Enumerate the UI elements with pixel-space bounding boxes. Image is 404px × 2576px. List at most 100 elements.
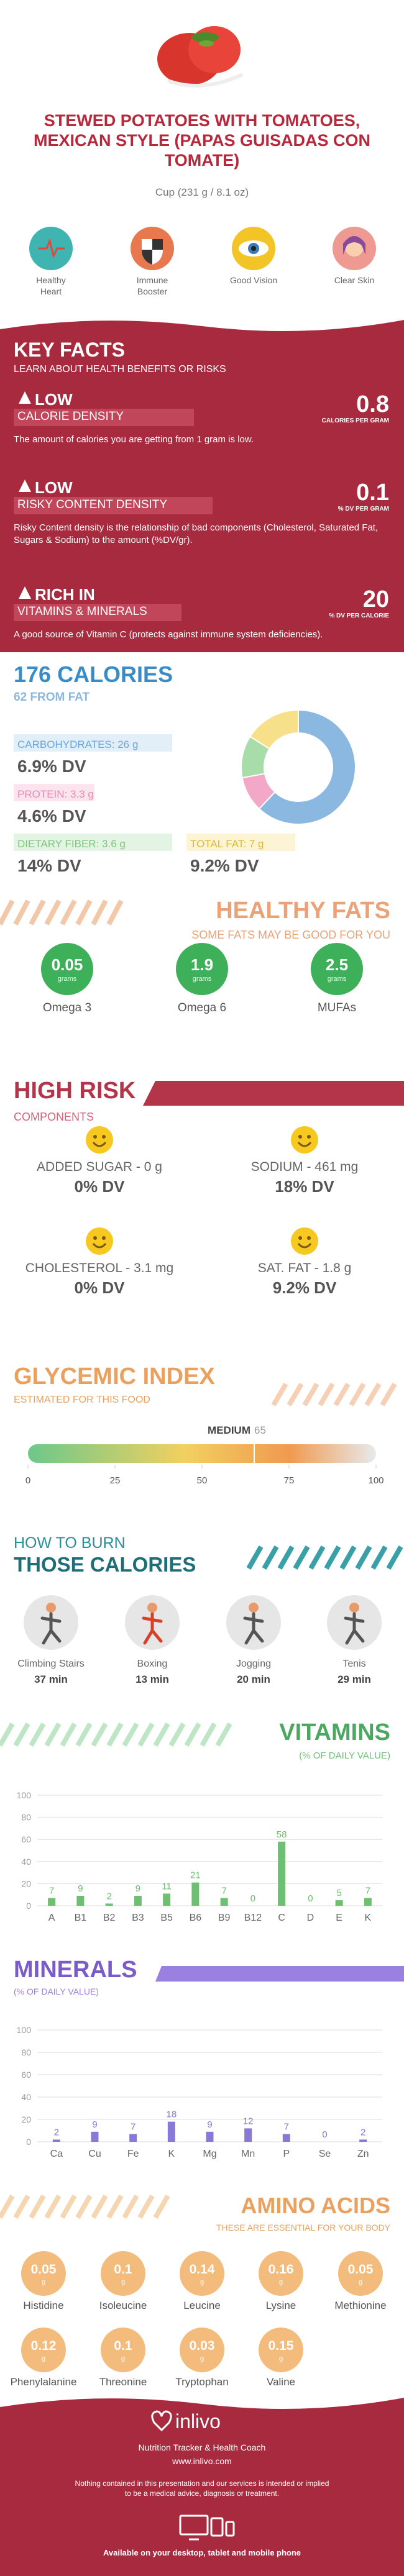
nutrient-dv: 9.2% DV (190, 856, 259, 875)
x-tick-label: B3 (132, 1913, 144, 1923)
url: www.inlivo.com (172, 2456, 232, 2466)
bar (76, 1895, 85, 1906)
activity-time: 20 min (237, 1673, 270, 1685)
fat-value: 2.5 (325, 955, 349, 974)
minerals-subtitle: (% OF DAILY VALUE) (14, 1987, 99, 1996)
smiley-eye (102, 1236, 106, 1240)
nutrient-dv: 6.9% DV (17, 757, 86, 776)
fact-value: 0.1 (356, 480, 389, 506)
level-icon (19, 586, 31, 599)
nutrient-name: PROTEIN: 3.3 g (17, 788, 94, 800)
activity-figure (40, 1612, 62, 1645)
x-tick-label: B9 (218, 1913, 231, 1923)
x-tick-label: Zn (357, 2149, 369, 2159)
bar (244, 2128, 252, 2142)
benefit-label: Clear Skin (334, 275, 375, 285)
vitamins-subtitle: (% OF DAILY VALUE) (299, 1750, 390, 1761)
x-tick-label: C (278, 1913, 285, 1923)
glycemic-value: 65 (254, 1424, 266, 1436)
amino-name: Histidine (23, 2300, 64, 2311)
decorative-stripes (0, 899, 124, 926)
glycemic-tick-label: 50 (197, 1475, 208, 1486)
amino-name: Threonine (99, 2376, 147, 2388)
amino-name: Phenylalanine (10, 2376, 77, 2388)
fact-unit: CALORIES PER GRAM (321, 417, 389, 424)
amino-value: 0.1 (114, 2339, 132, 2353)
smiley (86, 1227, 113, 1255)
x-tick-label: P (283, 2149, 290, 2159)
fact-text: A good source of Vitamin C (protects aga… (14, 629, 323, 640)
risk-dv: 0% DV (74, 1278, 125, 1297)
bar (91, 2131, 99, 2142)
bar (282, 2134, 290, 2142)
y-tick-label: 60 (21, 1834, 31, 1844)
amino-circle (101, 2328, 145, 2372)
amino-name: Tryptophan (175, 2376, 229, 2388)
amino-unit: g (358, 2278, 363, 2286)
amino-value: 0.1 (114, 2262, 132, 2277)
activity-figure-head (249, 1603, 259, 1613)
fact-value: 0.8 (356, 391, 389, 417)
footer-background (0, 2398, 404, 2576)
decorative-stripes (271, 1382, 397, 1407)
value-label: 7 (221, 1886, 226, 1896)
value-label: 0 (322, 2129, 327, 2140)
tomato-illustration (157, 26, 244, 88)
activity-name: Climbing Stairs (17, 1659, 85, 1669)
fact-unit: % DV PER CALORIE (329, 612, 389, 619)
nutrient-dv: 14% DV (17, 856, 81, 875)
glycemic-tick-label: 25 (110, 1475, 121, 1486)
activity-name: Tenis (342, 1659, 366, 1669)
amino-name: Lysine (265, 2300, 296, 2311)
y-tick-label: 20 (21, 2114, 31, 2124)
x-tick-label: B1 (75, 1913, 87, 1923)
fact-name: VITAMINS & MINERALS (17, 605, 147, 618)
bar (167, 2121, 175, 2142)
amino-unit: g (200, 2278, 204, 2286)
smiley (291, 1227, 318, 1255)
fact-level: RICH IN (35, 585, 95, 604)
activity-figure (243, 1612, 264, 1645)
amino-value: 0.05 (347, 2262, 374, 2277)
benefit-label: Healthy Heart (36, 275, 66, 296)
smiley-eye (307, 1236, 311, 1240)
benefit-label: Good Vision (230, 275, 278, 285)
risk-dv: 9.2% DV (272, 1278, 337, 1297)
y-tick-label: 60 (21, 2070, 31, 2080)
amino-value: 0.16 (268, 2262, 294, 2277)
y-tick-label: 40 (21, 1857, 31, 1867)
x-tick-label: Ca (50, 2149, 63, 2159)
fat-name: MUFAs (317, 1001, 357, 1014)
activity-figure (344, 1612, 365, 1645)
title: STEWED POTATOES WITH TOMATOES, MEXICAN S… (33, 111, 371, 170)
calories-title: 176 CALORIES (14, 662, 173, 687)
activity-time: 29 min (337, 1673, 371, 1685)
amino-name: Leucine (183, 2300, 221, 2311)
amino-name: Methionine (334, 2300, 387, 2311)
value-label: 21 (190, 1870, 201, 1881)
fat-name: Omega 3 (42, 1001, 92, 1014)
smiley-eye (93, 1135, 97, 1139)
bar (335, 1900, 343, 1906)
disclaimer: Nothing contained in this presentation a… (75, 2479, 329, 2498)
amino-unit: g (278, 2278, 283, 2286)
activity-figure-head (46, 1603, 56, 1613)
bar (163, 1893, 171, 1906)
amino-circle (259, 2251, 303, 2296)
amino-subtitle: THESE ARE ESSENTIAL FOR YOUR BODY (216, 2223, 390, 2232)
fact-text: The amount of calories you are getting f… (14, 434, 254, 445)
fat-name: Omega 6 (177, 1001, 227, 1014)
glycemic-tick-label: 75 (284, 1475, 295, 1486)
pie-segment (249, 709, 299, 750)
logo-heart (151, 2410, 172, 2432)
fat-label-bg (186, 834, 295, 851)
x-tick-label: K (365, 1913, 372, 1923)
smiley-eye (102, 1135, 106, 1139)
fact-name: RISKY CONTENT DENSITY (17, 498, 168, 511)
x-tick-label: Fe (127, 2149, 139, 2159)
amino-circle (101, 2251, 145, 2296)
activity-name: Boxing (137, 1659, 168, 1669)
glycemic-subtitle: ESTIMATED FOR THIS FOOD (14, 1395, 150, 1405)
smiley-eye (307, 1135, 311, 1139)
